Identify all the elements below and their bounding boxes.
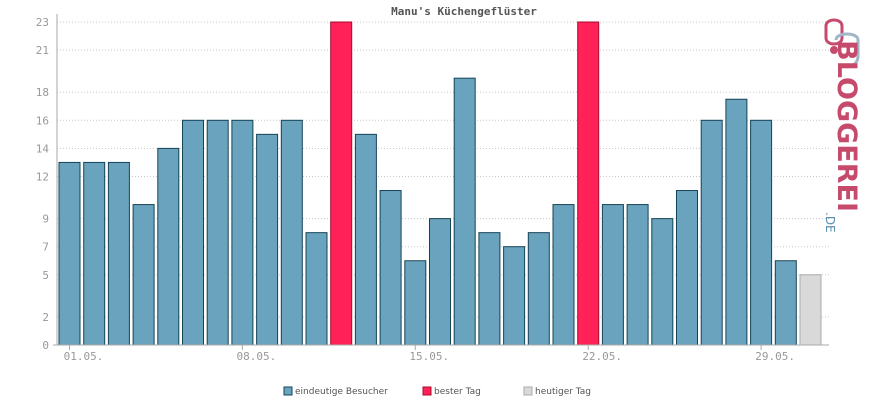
y-tick-label: 21: [36, 44, 49, 57]
bar: [750, 119, 773, 346]
bar: [107, 161, 130, 346]
legend-label: eindeutige Besucher: [295, 387, 388, 397]
legend-label: bester Tag: [434, 387, 481, 397]
bar: [157, 147, 180, 346]
bar: [503, 246, 526, 346]
bar-best-day: [330, 21, 353, 346]
bar: [305, 232, 328, 346]
bar: [676, 190, 698, 346]
chart-title: Manu's Küchengeflüster: [391, 5, 537, 18]
bar: [280, 119, 303, 346]
bar: [83, 161, 106, 346]
bar: [231, 119, 254, 346]
legend-item-best: bester Tag: [422, 386, 481, 397]
y-tick-label: 7: [42, 241, 49, 254]
axes: [53, 14, 829, 346]
x-tick-label: 29.05.: [755, 350, 795, 363]
bar: [774, 260, 797, 346]
y-axis-ticks: 0 2 5 7 9 12 14 16 18 21 23: [36, 16, 50, 352]
bar: [700, 119, 723, 346]
y-tick-label: 5: [42, 269, 49, 282]
y-tick-label: 18: [36, 86, 49, 99]
bloggerei-logo[interactable]: BLOGGEREI .DE: [823, 18, 862, 233]
bar: [182, 119, 204, 346]
logo-emblem-icon: [824, 18, 860, 69]
bar: [478, 232, 501, 346]
legend-label: heutiger Tag: [535, 387, 591, 397]
x-tick-label: 08.05.: [237, 350, 277, 363]
bar: [601, 204, 624, 346]
legend-item-today: heutiger Tag: [523, 386, 591, 397]
bar: [626, 204, 649, 346]
bar-today: [799, 274, 822, 346]
x-tick-label: 01.05.: [64, 350, 104, 363]
logo-text: BLOGGEREI: [831, 40, 862, 212]
legend: eindeutige Besucher bester Tag heutiger Ta…: [283, 386, 591, 397]
bar: [256, 133, 279, 346]
y-tick-label: 14: [36, 142, 50, 155]
bar: [58, 161, 81, 346]
legend-swatch: [283, 386, 293, 396]
bar: [725, 98, 748, 346]
bars: [58, 21, 822, 346]
x-tick-label: 22.05.: [582, 350, 622, 363]
bar: [132, 204, 155, 346]
bar: [527, 232, 550, 346]
legend-swatch: [523, 386, 533, 396]
bar: [651, 218, 674, 346]
bar: [206, 119, 229, 346]
legend-item-normal: eindeutige Besucher: [283, 386, 388, 397]
x-axis-ticks: 01.05. 08.05. 15.05. 22.05. 29.05.: [64, 345, 795, 363]
y-tick-label: 16: [36, 114, 49, 127]
bar: [429, 218, 451, 346]
bar: [379, 190, 402, 346]
bar: [453, 77, 476, 346]
legend-swatch: [422, 386, 432, 396]
y-tick-label: 2: [42, 311, 49, 324]
y-tick-label: 9: [42, 213, 49, 226]
y-tick-label: 12: [36, 170, 49, 183]
logo-suffix: .DE: [823, 212, 837, 233]
x-tick-label: 15.05.: [409, 350, 449, 363]
y-tick-label: 0: [42, 339, 49, 352]
bar: [354, 133, 377, 346]
y-tick-label: 23: [36, 16, 49, 29]
bar-best-day: [577, 21, 600, 346]
bar: [404, 260, 427, 346]
bar: [552, 204, 575, 346]
